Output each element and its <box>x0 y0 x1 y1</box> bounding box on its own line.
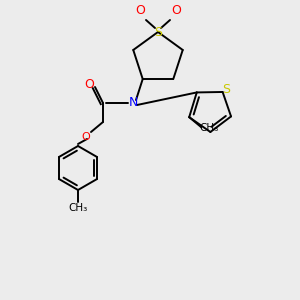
Text: S: S <box>223 83 231 97</box>
Text: O: O <box>171 4 181 17</box>
Text: O: O <box>84 79 94 92</box>
Text: O: O <box>135 4 145 17</box>
Text: O: O <box>82 132 90 142</box>
Text: S: S <box>154 26 162 38</box>
Text: CH₃: CH₃ <box>68 203 88 213</box>
Text: CH₃: CH₃ <box>200 123 219 133</box>
Text: N: N <box>128 97 138 110</box>
